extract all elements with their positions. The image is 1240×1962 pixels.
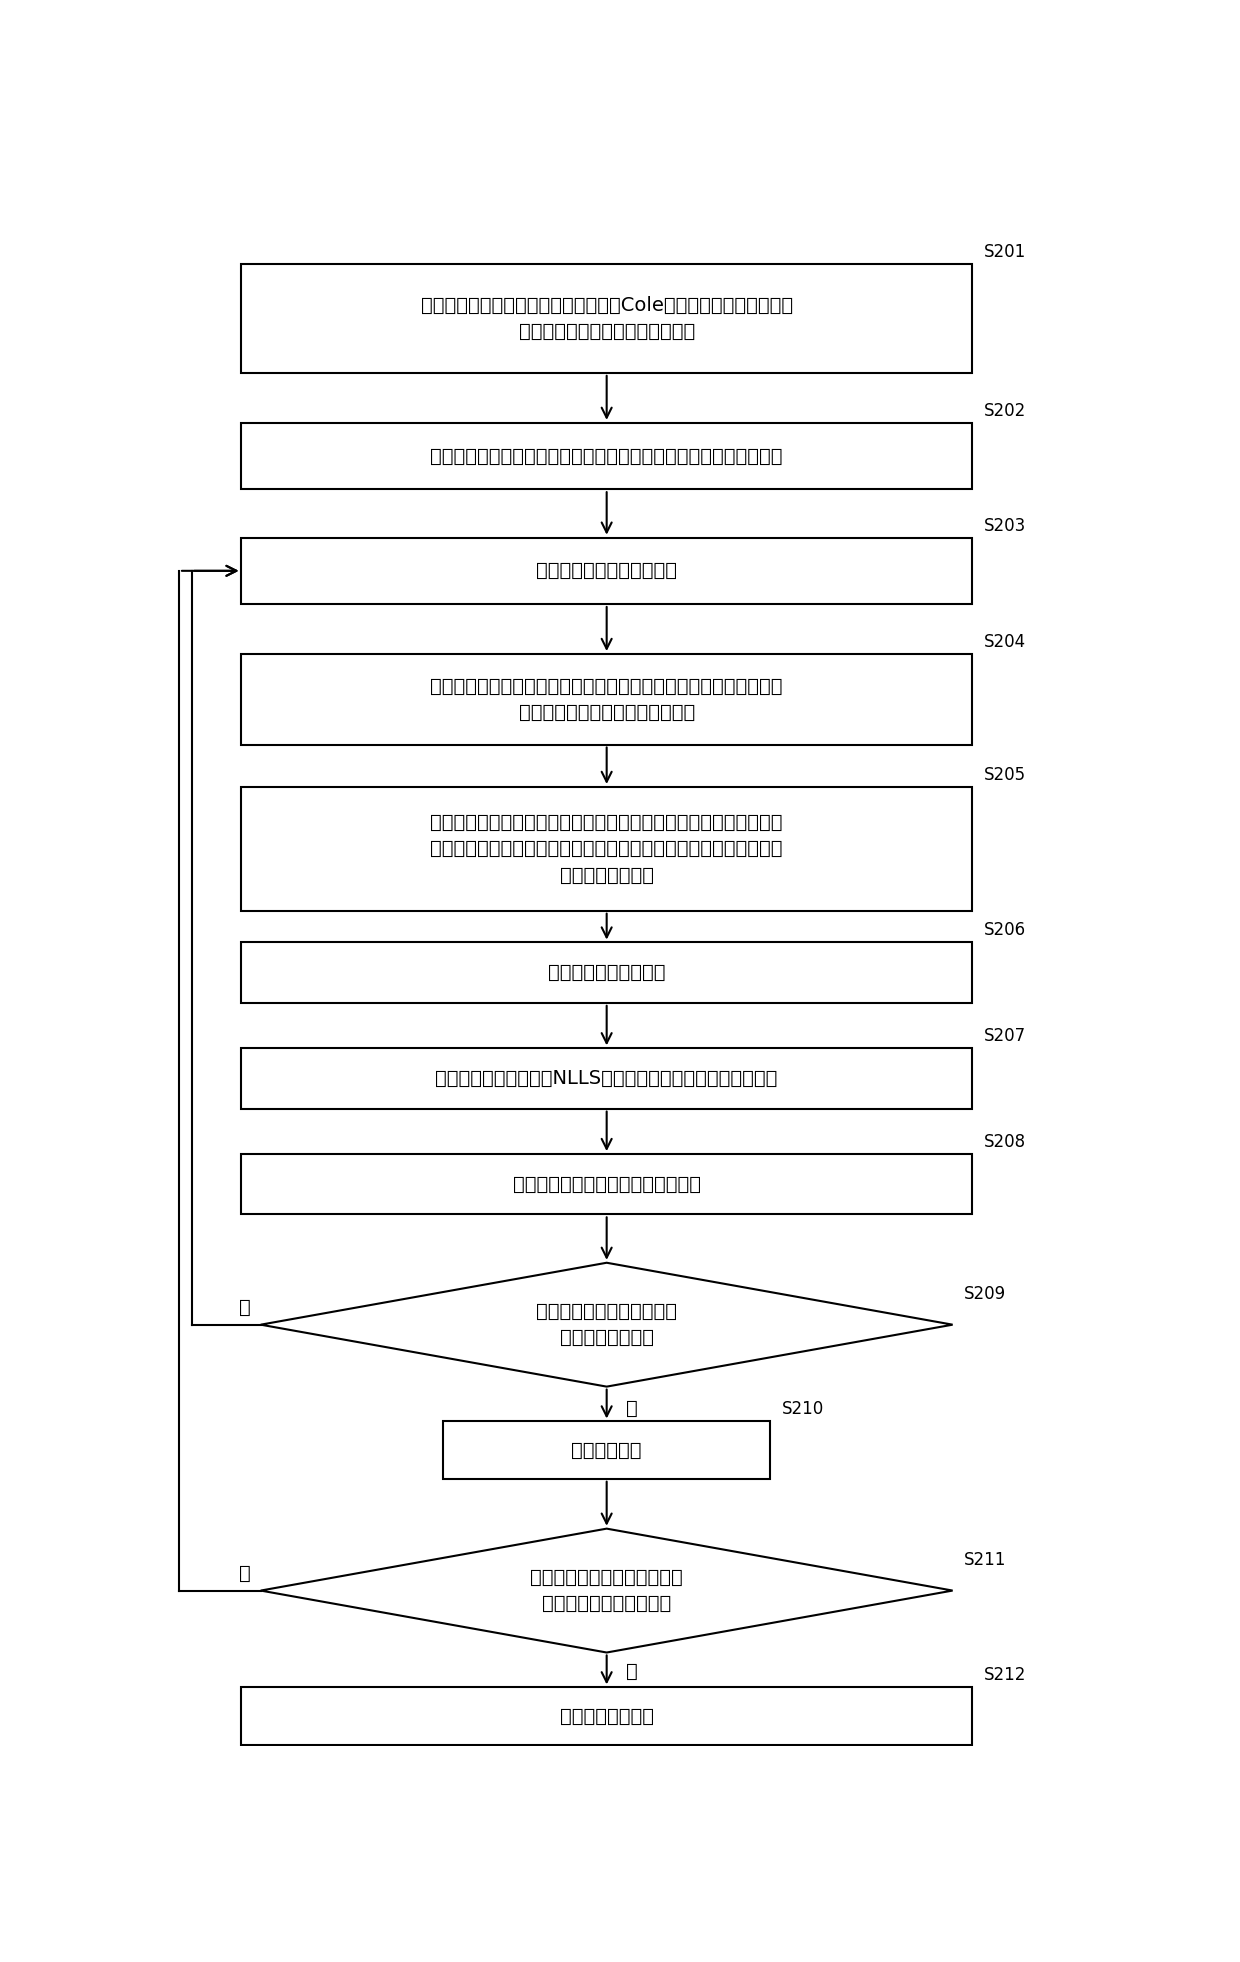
Text: S211: S211: [965, 1550, 1007, 1568]
FancyBboxPatch shape: [242, 1048, 972, 1109]
Text: 确定时间常数的分布的初始猜测值，直流下的电阻的初始猜测值以及
无穷大频率下的电阻的初始猜测值: 确定时间常数的分布的初始猜测值，直流下的电阻的初始猜测值以及 无穷大频率下的电阻…: [430, 677, 782, 722]
Text: S210: S210: [781, 1401, 823, 1419]
Text: S202: S202: [983, 402, 1025, 420]
Text: 根据非线性最小二乘法NLLS拟合，得到拟合参数和拟合阻抗值: 根据非线性最小二乘法NLLS拟合，得到拟合参数和拟合阻抗值: [435, 1069, 777, 1089]
FancyBboxPatch shape: [242, 942, 972, 1003]
Text: 更新拟合参数: 更新拟合参数: [572, 1440, 642, 1460]
Text: S208: S208: [983, 1132, 1025, 1152]
FancyBboxPatch shape: [242, 787, 972, 910]
Text: 确定所述时间常数的最小值和最大值，时间常数的分布的最小值和最
大值，直流下的电阻的最小值和最大值以及所述无穷大频率下的电阻
的最小值和最大值: 确定所述时间常数的最小值和最大值，时间常数的分布的最小值和最 大值，直流下的电阻…: [430, 812, 782, 885]
Polygon shape: [260, 1528, 952, 1652]
Text: S203: S203: [983, 516, 1025, 534]
FancyBboxPatch shape: [242, 265, 972, 373]
FancyBboxPatch shape: [444, 1420, 770, 1479]
Text: S205: S205: [983, 765, 1025, 785]
Text: S209: S209: [965, 1285, 1007, 1303]
FancyBboxPatch shape: [242, 1687, 972, 1744]
Text: 选取不同频率下的交流电通过生物阻抗Cole方程对应的电路中，测量
得到不同的电位差的幅值和相位值: 选取不同频率下的交流电通过生物阻抗Cole方程对应的电路中，测量 得到不同的电位…: [420, 296, 792, 341]
Text: S204: S204: [983, 634, 1025, 651]
Text: S212: S212: [983, 1666, 1025, 1683]
Text: 否: 否: [239, 1564, 250, 1583]
Text: 否: 否: [239, 1299, 250, 1317]
Text: S206: S206: [983, 922, 1025, 940]
Text: 确定测量值与拟合值的误差的平方和: 确定测量值与拟合值的误差的平方和: [512, 1175, 701, 1193]
Text: 判断测量值与拟合值的误差
的平方和是否减少: 判断测量值与拟合值的误差 的平方和是否减少: [536, 1303, 677, 1348]
Text: 是: 是: [626, 1662, 637, 1681]
Text: 判断测量值与拟合值的误差的
平方和是否小于设定阈值: 判断测量值与拟合值的误差的 平方和是否小于设定阈值: [531, 1568, 683, 1613]
FancyBboxPatch shape: [242, 653, 972, 744]
Polygon shape: [260, 1264, 952, 1387]
FancyBboxPatch shape: [242, 538, 972, 604]
Text: 根据所述不同的电位差的幅值和相位值计算得到阻抗值的实部和虚部: 根据所述不同的电位差的幅值和相位值计算得到阻抗值的实部和虚部: [430, 447, 782, 465]
Text: 确定各参数的约束范围: 确定各参数的约束范围: [548, 963, 666, 983]
Text: 是: 是: [626, 1399, 637, 1419]
Text: 确定时间常数的初始猜测值: 确定时间常数的初始猜测值: [536, 561, 677, 581]
FancyBboxPatch shape: [242, 422, 972, 489]
Text: 确定最佳拟合参数: 确定最佳拟合参数: [559, 1707, 653, 1725]
FancyBboxPatch shape: [242, 1154, 972, 1214]
Text: S201: S201: [983, 243, 1025, 261]
Text: S207: S207: [983, 1028, 1025, 1046]
